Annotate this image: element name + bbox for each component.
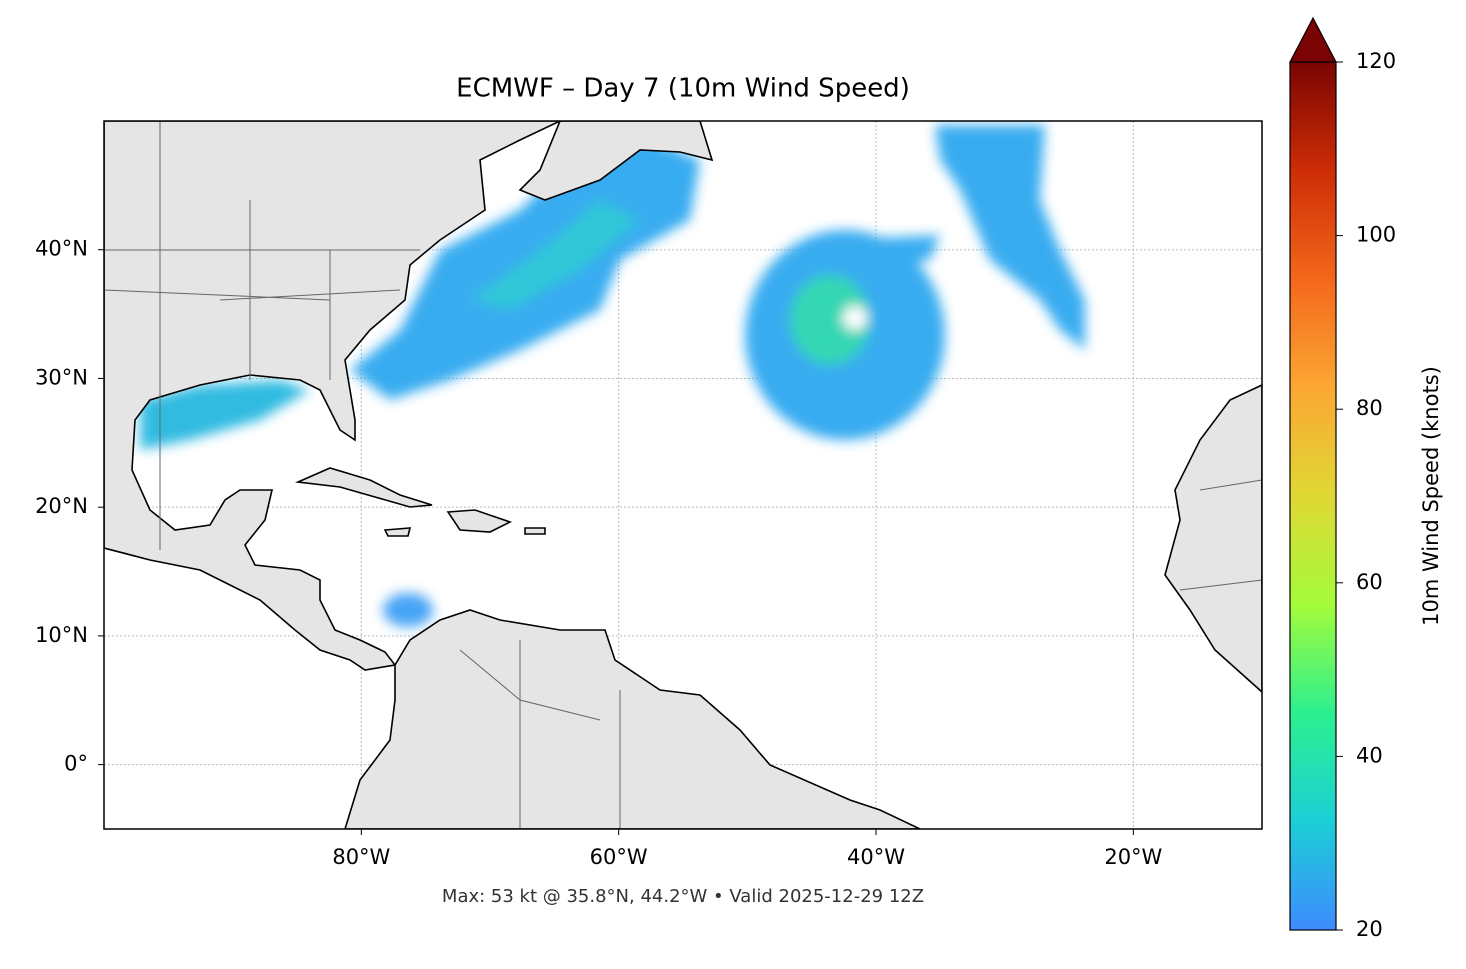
colorbar-tick-label: 40 bbox=[1356, 743, 1383, 767]
y-tick-label: 20°N bbox=[35, 494, 88, 518]
map-frame bbox=[103, 120, 1263, 830]
north-america bbox=[104, 121, 561, 671]
x-tick-label: 60°W bbox=[590, 845, 648, 869]
borders bbox=[104, 121, 1262, 829]
jamaica bbox=[383, 527, 412, 537]
map-title: ECMWF – Day 7 (10m Wind Speed) bbox=[456, 74, 910, 104]
canada-east bbox=[518, 121, 714, 201]
colorbar-tick-label: 80 bbox=[1356, 396, 1383, 420]
colorbar-extend-arrow bbox=[1289, 16, 1337, 63]
cuba bbox=[294, 467, 433, 508]
puerto-rico bbox=[524, 527, 546, 535]
colorbar bbox=[1289, 61, 1337, 931]
y-tick-label: 30°N bbox=[35, 365, 88, 389]
y-tick-label: 40°N bbox=[35, 237, 88, 261]
colorbar-tick-label: 20 bbox=[1356, 917, 1383, 941]
colorbar-tick-label: 60 bbox=[1356, 570, 1383, 594]
y-tick-label: 10°N bbox=[35, 623, 88, 647]
y-tick-label: 0° bbox=[64, 752, 88, 776]
wind-field bbox=[140, 125, 1085, 627]
colorbar-tick-label: 100 bbox=[1356, 223, 1396, 247]
colorbar-tick-label: 120 bbox=[1356, 49, 1396, 73]
africa bbox=[1164, 384, 1262, 694]
x-tick-label: 80°W bbox=[332, 845, 390, 869]
map-area bbox=[104, 121, 1262, 829]
hispaniola bbox=[446, 509, 513, 533]
x-tick-label: 40°W bbox=[847, 845, 905, 869]
colorbar-label: 10m Wind Speed (knots) bbox=[1419, 366, 1443, 626]
footer-note: Max: 53 kt @ 35.8°N, 44.2°W • Valid 2025… bbox=[442, 886, 924, 907]
south-america bbox=[344, 609, 921, 829]
x-tick-label: 20°W bbox=[1104, 845, 1162, 869]
